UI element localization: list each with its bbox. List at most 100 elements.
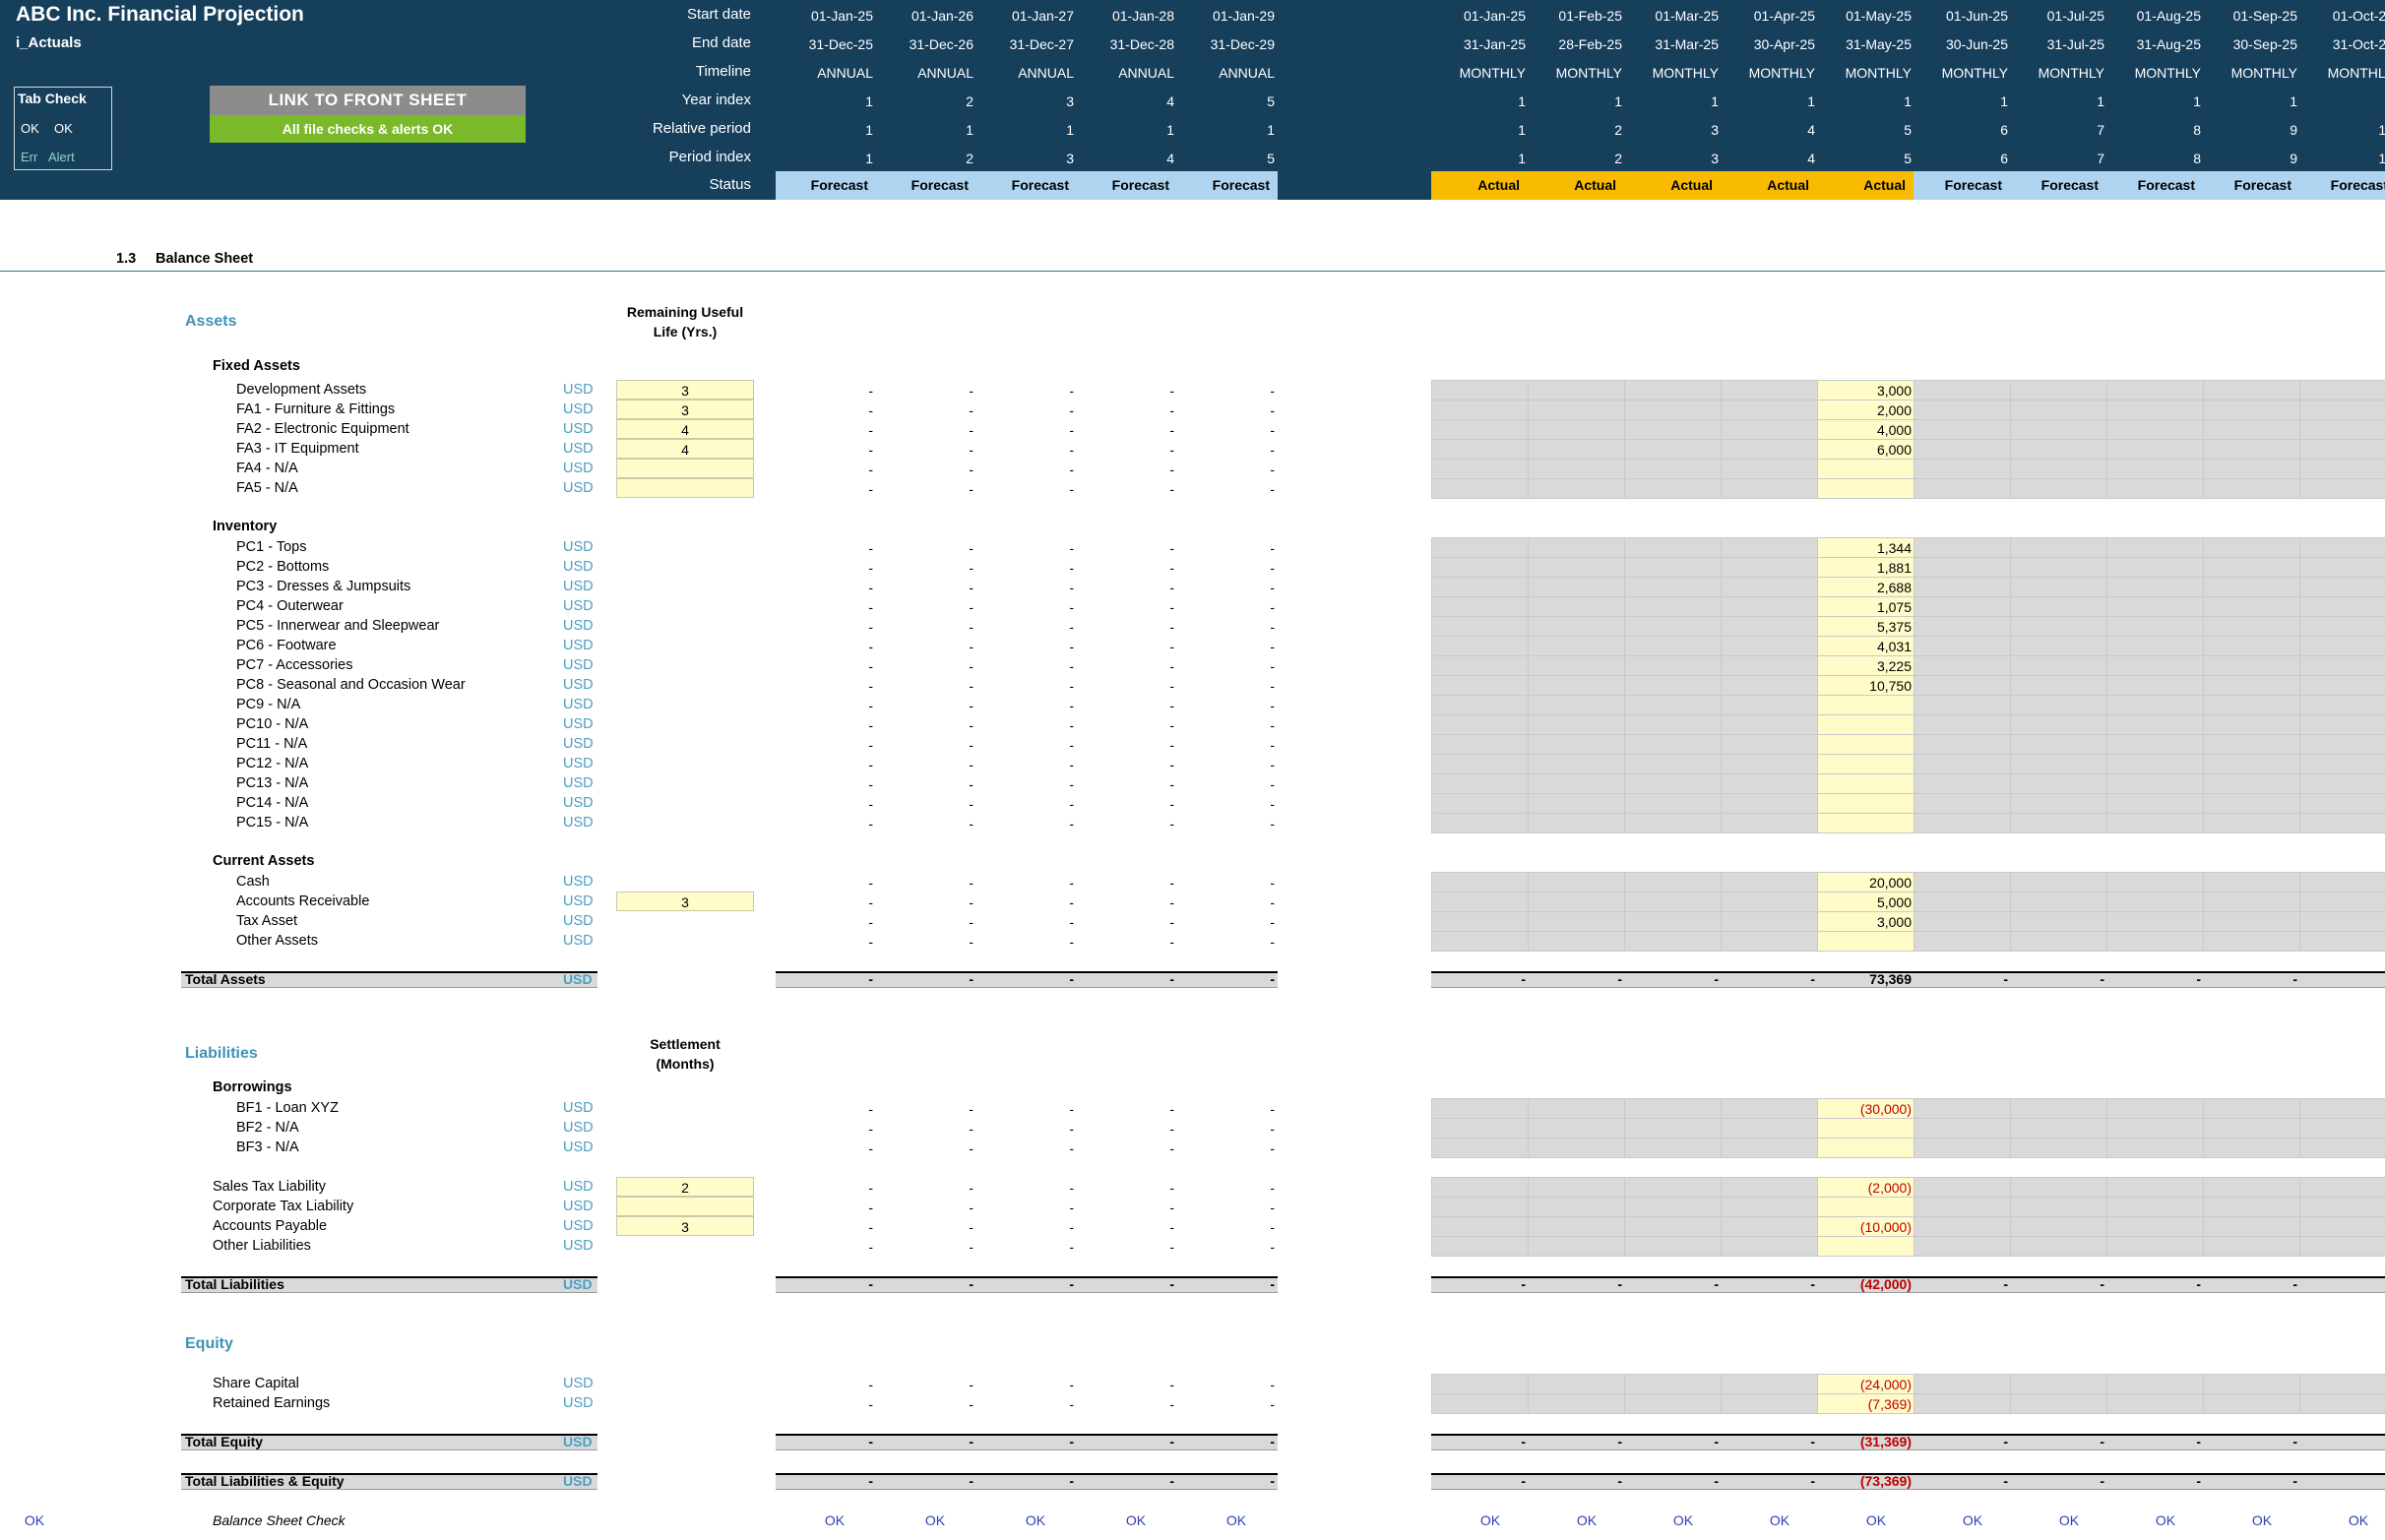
unit-label: USD [563,657,594,673]
actual-may-value[interactable]: 3,000 [1876,383,1912,399]
input-cell[interactable]: 4 [616,439,754,459]
annual-value: - [969,737,973,753]
header-monthly-start: 01-Aug-25 [2136,8,2201,24]
annual-value: - [1270,776,1275,792]
input-cell[interactable] [616,1197,754,1216]
input-cell[interactable]: 3 [616,892,754,911]
total-liabilities-equity-annual-value: - [1169,1473,1174,1489]
unit-label: USD [563,736,594,752]
status-annual-3: Forecast [1077,171,1177,200]
annual-value: - [1169,816,1174,832]
input-cell[interactable]: 2 [616,1177,754,1197]
grid-vline [1624,537,1625,832]
total-liabilities-annual-value: - [868,1276,873,1292]
actual-may-value[interactable]: 10,750 [1869,678,1912,694]
annual-value: - [1069,639,1074,654]
annual-value: - [1169,894,1174,910]
annual-value: - [1169,678,1174,694]
annual-value: - [1270,599,1275,615]
annual-value: - [1270,1121,1275,1137]
unit-label: USD [563,1238,594,1254]
header-monthly-start: 01-Jul-25 [2046,8,2104,24]
header-monthly-timeline: MONTHLY [1555,65,1622,81]
actual-may-value[interactable]: (30,000) [1859,1101,1912,1117]
annual-value: - [1069,1200,1074,1215]
actual-may-value[interactable]: 1,881 [1876,560,1912,576]
annual-value: - [1169,757,1174,772]
section-title: Balance Sheet [156,251,254,267]
actual-may-value[interactable]: 5,000 [1876,894,1912,910]
actual-may-value[interactable]: 4,031 [1876,639,1912,654]
annual-value: - [969,934,973,950]
grid-hline [1431,557,2385,558]
header-band: ABC Inc. Financial Projection i_Actuals … [0,0,2385,200]
total-liabilities-equity-bar [181,1473,597,1490]
annual-value: - [969,580,973,595]
row-label: PC13 - N/A [236,775,309,791]
actual-may-value[interactable]: 6,000 [1876,442,1912,458]
inventory-heading: Inventory [213,519,278,534]
total-assets-annual-value: - [969,971,973,987]
actual-may-value[interactable]: 1,344 [1876,540,1912,556]
total-equity-monthly-value: - [1810,1434,1815,1449]
header-monthly-start: 01-Mar-25 [1655,8,1719,24]
actual-may-value[interactable]: 3,225 [1876,658,1912,674]
annual-value: - [868,1200,873,1215]
annual-value: - [1169,1219,1174,1235]
monthly-check-ok: OK [1769,1512,1790,1528]
input-cell[interactable]: 3 [616,1216,754,1236]
header-monthly-start: 01-May-25 [1846,8,1912,24]
total-liabilities-monthly-value: - [2299,1276,2385,1292]
actual-may-value[interactable]: 2,688 [1876,580,1912,595]
total-liabilities-equity-annual-bar [776,1473,1278,1490]
actual-may-value[interactable]: (10,000) [1859,1219,1912,1235]
input-cell[interactable]: 3 [616,400,754,419]
actual-may-value[interactable]: 4,000 [1876,422,1912,438]
actual-may-value[interactable]: (24,000) [1859,1377,1912,1392]
total-equity-annual-value: - [1069,1434,1074,1449]
annual-value: - [969,914,973,930]
unit-label: USD [563,756,594,771]
annual-value: - [969,875,973,891]
annual-value: - [969,1121,973,1137]
header-monthly-period: 10 [2378,151,2385,166]
status-monthly-0: Actual [1431,171,1528,200]
total-equity-monthly-value: - [2003,1434,2008,1449]
actual-may-value[interactable]: 5,375 [1876,619,1912,635]
grid-vline [2106,1098,2107,1157]
annual-value: - [969,796,973,812]
link-to-front-sheet-button[interactable]: LINK TO FRONT SHEET [210,86,526,115]
actual-may-value[interactable]: (7,369) [1867,1396,1912,1412]
actual-may-value[interactable]: 1,075 [1876,599,1912,615]
input-cell[interactable] [616,459,754,478]
input-cell[interactable]: 4 [616,419,754,439]
status-monthly-4: Actual [1817,171,1914,200]
annual-value: - [1069,422,1074,438]
annual-value: - [969,776,973,792]
grid-vline [2299,537,2300,832]
unit-label: USD [563,893,594,909]
header-annual-end: 31-Dec-25 [808,36,873,52]
annual-value: - [868,580,873,595]
annual-value: - [1270,1180,1275,1196]
actual-may-value[interactable]: (2,000) [1867,1180,1912,1196]
annual-value: - [1270,1101,1275,1117]
header-annual-end: 31-Dec-27 [1009,36,1074,52]
input-cell[interactable]: 3 [616,380,754,400]
row-label: PC10 - N/A [236,716,309,732]
header-annual-start: 01-Jan-27 [1011,8,1074,24]
actual-may-value[interactable]: 20,000 [1869,875,1912,891]
row-label: PC3 - Dresses & Jumpsuits [236,579,411,594]
row-label: PC11 - N/A [236,736,308,752]
status-annual-2: Forecast [976,171,1077,200]
actual-may-value[interactable]: 2,000 [1876,402,1912,418]
input-cell[interactable] [616,478,754,498]
grid-hline [1431,714,2385,715]
annual-value: - [1270,875,1275,891]
actual-may-value[interactable]: 3,000 [1876,914,1912,930]
row-label: BF2 - N/A [236,1120,299,1136]
total-liabilities-equity-annual-value: - [1270,1473,1275,1489]
unit-label: USD [563,559,594,575]
total-equity-annual-value: - [868,1434,873,1449]
grid-hline [1431,931,2385,932]
